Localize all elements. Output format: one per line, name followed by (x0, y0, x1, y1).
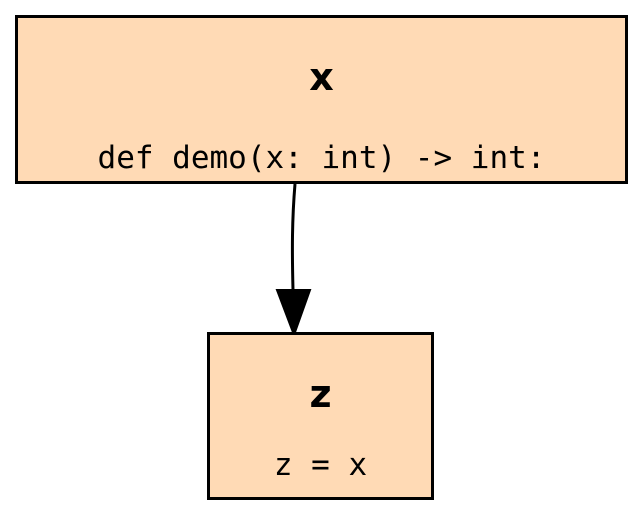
node-x-code: def demo(x: int) -> int: (97, 140, 546, 176)
arrowhead-icon (275, 289, 312, 338)
node-z: z z = x (207, 332, 434, 500)
edge-x-to-z (290, 183, 297, 291)
node-x-title: x (309, 55, 334, 99)
node-z-code: z = x (273, 447, 368, 483)
node-z-title: z (309, 372, 332, 416)
node-x: x def demo(x: int) -> int: (15, 15, 628, 184)
